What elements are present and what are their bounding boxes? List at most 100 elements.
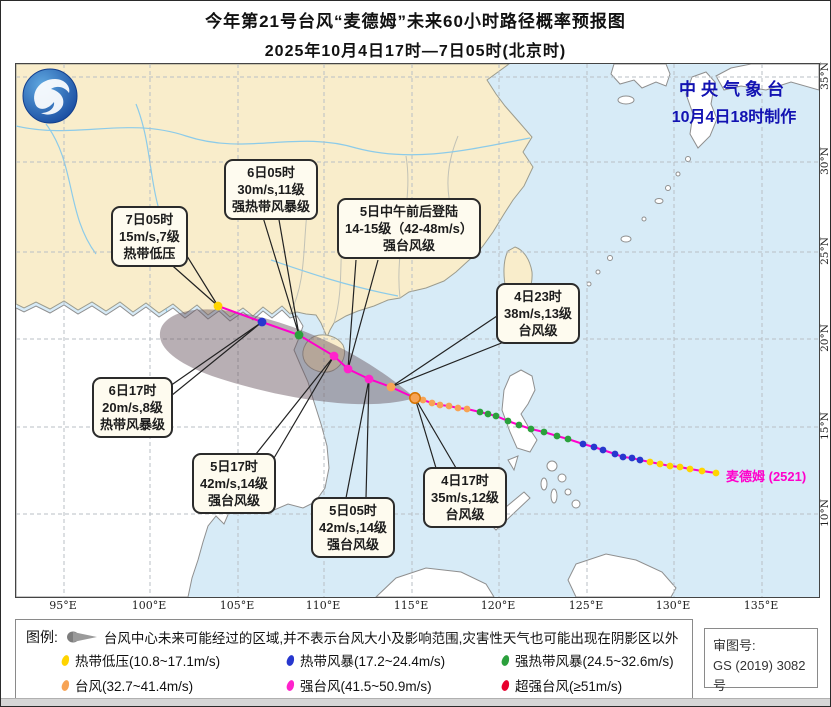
legend-item-sty: 强台风(41.5~50.9m/s) [285,675,502,695]
legend-item-ty: 台风(32.7~41.4m/s) [60,675,287,695]
past-track-point [636,456,644,464]
mindanao [567,553,677,597]
past-track-point [463,405,471,413]
typhoon-map: 麦德姆 (2521) [15,63,820,598]
lon-tick-label: 130°E [655,599,691,612]
producer-time: 10月4日18时制作 [671,109,797,126]
river-yangtze [16,125,531,156]
forecast-label-landfall: 5日中午前后登陆 14-15级（42-48m/s） 强台风级 [337,198,481,260]
lon-tick-label: 115°E [393,599,429,612]
lat-tick-label: 35°N [819,62,831,90]
lat-tick-label: 20°N [819,324,831,352]
cma-logo [22,68,78,124]
past-track-point [504,417,512,425]
forecast-track-point [364,374,374,384]
past-track-point [515,421,523,429]
callout-pointers [165,213,510,499]
borneo [375,567,495,597]
lon-tick-label: 110°E [305,599,341,612]
past-track-point [599,446,607,454]
lat-tick-label: 25°N [819,237,831,265]
map-canvas [16,64,819,597]
legend-items: 热带低压(10.8~17.1m/s) 热带风暴(17.2~24.4m/s) 强热… [60,650,674,695]
typhoon-track [213,301,720,477]
ryukyu-islands [586,156,691,287]
past-track-point [553,432,561,440]
lat-tick-label: 30°N [819,147,831,175]
lon-tick-label: 135°E [743,599,779,612]
forecast-track-point [257,317,267,327]
forecast-label-6d05: 6日05时 30m/s,11级 强热带风暴级 [224,159,319,221]
legend-box: 图例: 台风中心未来可能经过的区域,并不表示台风大小及影响范围,灾害性天气也可能… [15,619,693,699]
ty-dot-icon [60,678,71,692]
legend-item-sts: 强热带风暴(24.5~32.6m/s) [500,650,674,670]
current-position-marker [409,392,421,404]
luzon [501,369,538,453]
past-track-point [419,396,427,404]
past-track-point [656,460,664,468]
forecast-track-point [294,330,304,340]
forecast-track-point [213,301,223,311]
past-track-point [619,453,627,461]
sty-dot-icon [285,678,296,692]
visayas-islands [540,460,581,509]
forecast-track-point [386,382,396,392]
producer-block: 中央气象台 10月4日18时制作 [650,75,818,127]
past-track-point [611,450,619,458]
past-track-point [484,410,492,418]
past-track-point [445,402,453,410]
lat-tick-label: 15°N [819,412,831,440]
legend-cone-text: 台风中心未来可能经过的区域,并不表示台风大小及影响范围,灾害性天气也可能出现在阴… [103,631,679,646]
forecast-label-5d05: 5日05时 42m/s,14级 强台风级 [311,497,395,559]
mindoro [507,455,519,472]
river-upper1 [45,123,97,255]
jeju-island [617,95,635,105]
past-track-point [712,469,720,477]
lon-tick-label: 120°E [480,599,516,612]
sts-dot-icon [500,653,511,667]
past-track-point [579,440,587,448]
page-title: 今年第21号台风“麦德姆”未来60小时路径概率预报图 2025年10月4日17时… [1,7,830,61]
past-track-point [564,435,572,443]
probability-cone [159,309,415,405]
lat-tick-label: 10°N [819,499,831,527]
window-bottom-strip [1,698,830,706]
past-track-point [686,465,694,473]
kyushu [685,71,718,149]
legend-title: 图例: [26,629,58,645]
legend-item-ts: 热带风暴(17.2~24.4m/s) [285,650,502,670]
producer-name: 中央气象台 [679,80,789,99]
td-dot-icon [60,653,71,667]
past-track-point [676,463,684,471]
lon-tick-label: 95°E [49,599,77,612]
past-track-point [476,408,484,416]
storm-name-label: 麦德姆 (2521) [726,469,807,484]
title-line2: 2025年10月4日17时—7日05时(北京时) [264,43,567,60]
forecast-label-4d17: 4日17时 35m/s,12级 台风级 [423,467,507,529]
cone-icon [66,631,97,643]
lon-tick-label: 100°E [131,599,167,612]
forecast-label-5d17: 5日17时 42m/s,14级 强台风级 [192,453,276,515]
past-track-point [454,404,462,412]
forecast-label-6d17: 6日17时 20m/s,8级 热带风暴级 [92,377,174,439]
forecast-track-point [343,364,353,374]
korea [610,64,671,89]
lon-tick-label: 105°E [219,599,255,612]
past-track-point [628,454,636,462]
legend-item-super: 超强台风(≥51m/s) [500,675,674,695]
forecast-label-4d23: 4日23时 38m/s,13级 台风级 [496,283,580,345]
past-track-point [646,458,654,466]
forecast-track-point [329,351,339,361]
legend-item-td: 热带低压(10.8~17.1m/s) [60,650,287,670]
ts-dot-icon [285,653,296,667]
past-track-point [527,425,535,433]
super-ty-dot-icon [500,678,511,692]
map-approval-number: 审图号: GS (2019) 3082号 [704,628,818,693]
past-track-point [492,412,500,420]
title-line1: 今年第21号台风“麦德姆”未来60小时路径概率预报图 [205,12,626,31]
past-track-point [428,399,436,407]
past-track-point [698,467,706,475]
past-track-point [436,401,444,409]
past-track-point [666,462,674,470]
lon-tick-label: 125°E [568,599,604,612]
